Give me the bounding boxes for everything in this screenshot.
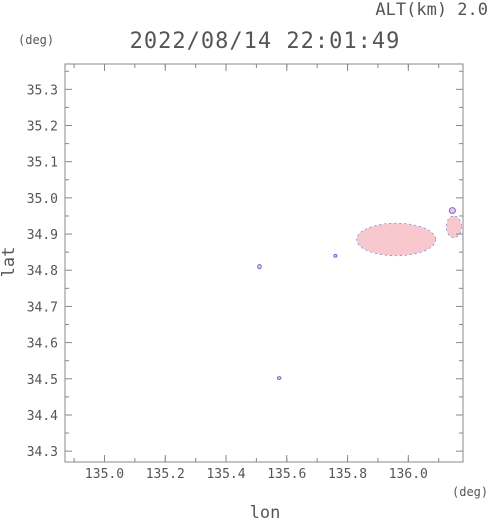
y-tick-label: 34.3 bbox=[27, 445, 58, 460]
y-unit-label: (deg) bbox=[18, 33, 54, 47]
radar-echo-speck-south bbox=[276, 376, 282, 381]
x-tick-label: 135.2 bbox=[146, 467, 185, 482]
x-tick-label: 135.8 bbox=[328, 467, 367, 482]
y-tick-label: 34.5 bbox=[27, 373, 58, 388]
y-tick-label: 34.4 bbox=[27, 409, 58, 424]
y-axis-label: lat bbox=[0, 247, 19, 278]
y-tick-label: 34.7 bbox=[27, 300, 58, 315]
y-tick-label: 34.6 bbox=[27, 337, 58, 352]
y-tick-label: 35.0 bbox=[27, 192, 58, 207]
chart-title: 2022/08/14 22:01:49 bbox=[130, 29, 401, 54]
altitude-label: ALT(km) 2.0 bbox=[375, 0, 488, 20]
radar-echo-speck-mid bbox=[333, 253, 338, 258]
y-tick-label: 34.9 bbox=[27, 228, 58, 243]
x-tick-label: 135.4 bbox=[206, 467, 245, 482]
y-tick-label: 35.1 bbox=[27, 156, 58, 171]
x-tick-label: 136.0 bbox=[389, 467, 428, 482]
x-axis-label: lon bbox=[250, 503, 281, 521]
radar-echo-east-cell bbox=[445, 215, 462, 238]
y-tick-label: 34.8 bbox=[27, 264, 58, 279]
y-tick-label: 35.3 bbox=[27, 83, 58, 98]
radar-echo-east-cell-top bbox=[448, 207, 456, 214]
x-tick-label: 135.6 bbox=[267, 467, 306, 482]
echo-layer bbox=[257, 207, 462, 381]
radar-echo-speck-north bbox=[257, 263, 262, 270]
x-tick-label: 135.0 bbox=[85, 467, 124, 482]
x-unit-label: (deg) bbox=[452, 485, 488, 499]
plot-frame bbox=[64, 63, 464, 463]
y-tick-label: 35.2 bbox=[27, 120, 58, 135]
tick-layer: 135.0 135.2 135.4 135.6 135.8 136.0 34.3 34.4 34… bbox=[27, 64, 463, 482]
radar-echo-main-cell bbox=[356, 222, 436, 257]
